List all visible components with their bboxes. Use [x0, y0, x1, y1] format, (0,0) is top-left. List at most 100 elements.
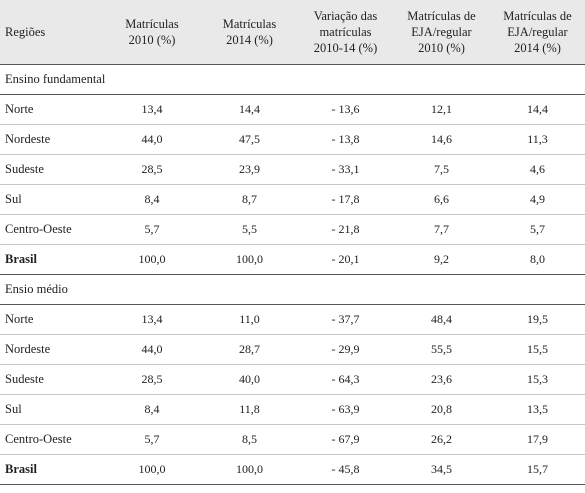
section-row: Ensino fundamental	[0, 64, 585, 95]
value-cell: 4,9	[490, 184, 585, 215]
value-cell: 44,0	[103, 124, 201, 155]
value-cell: - 17,8	[298, 184, 393, 215]
value-cell: 13,4	[103, 304, 201, 335]
region-cell: Brasil	[0, 244, 103, 275]
value-cell: 7,5	[393, 154, 490, 185]
column-header: Matrículas 2014 (%)	[201, 0, 298, 65]
column-header: Matrículas 2010 (%)	[103, 0, 201, 65]
region-cell: Norte	[0, 94, 103, 125]
table-row: Nordeste 44,0 28,7- 29,9 55,5 15,5	[0, 334, 585, 365]
value-cell: 100,0	[201, 244, 298, 275]
value-cell: 11,3	[490, 124, 585, 155]
value-cell: - 13,6	[298, 94, 393, 125]
value-cell: - 67,9	[298, 424, 393, 455]
column-header-line: Matrículas	[222, 16, 277, 31]
region-cell: Sudeste	[0, 154, 103, 185]
column-header-line: matrículas	[319, 24, 372, 39]
value-cell: 55,5	[393, 334, 490, 365]
value-cell: 11,8	[201, 394, 298, 425]
table-row: Centro-Oeste 5,7 5,5- 21,8 7,7 5,7	[0, 214, 585, 245]
region-cell: Nordeste	[0, 124, 103, 155]
region-cell: Norte	[0, 304, 103, 335]
column-header: Matrículas de EJA/regular 2014 (%)	[490, 0, 585, 65]
value-cell: 5,7	[490, 214, 585, 245]
value-cell: 23,6	[393, 364, 490, 395]
value-cell: - 64,3	[298, 364, 393, 395]
table-row: Centro-Oeste 5,7 8,5- 67,9 26,2 17,9	[0, 424, 585, 455]
column-header-line: 2014 (%)	[226, 32, 273, 47]
column-header-line: EJA/regular	[507, 24, 568, 39]
region-cell: Sudeste	[0, 364, 103, 395]
total-row: Brasil 100,0 100,0- 20,1 9,2 8,0	[0, 244, 585, 275]
value-cell: - 20,1	[298, 244, 393, 275]
value-cell: 5,5	[201, 214, 298, 245]
value-cell: 100,0	[201, 454, 298, 485]
table-row: Sudeste 28,5 40,0- 64,3 23,6 15,3	[0, 364, 585, 395]
value-cell: - 33,1	[298, 154, 393, 185]
value-cell: 100,0	[103, 454, 201, 485]
value-cell: - 63,9	[298, 394, 393, 425]
column-header: Regiões	[0, 0, 103, 65]
value-cell: 4,6	[490, 154, 585, 185]
region-cell: Nordeste	[0, 334, 103, 365]
value-cell: 7,7	[393, 214, 490, 245]
value-cell: - 29,9	[298, 334, 393, 365]
value-cell: 8,7	[201, 184, 298, 215]
value-cell: 8,4	[103, 394, 201, 425]
value-cell: - 13,8	[298, 124, 393, 155]
section-title: Ensino fundamental	[0, 64, 585, 95]
value-cell: 20,8	[393, 394, 490, 425]
column-header-line: Regiões	[5, 24, 46, 39]
column-header-line: Matrículas de	[407, 8, 476, 23]
value-cell: 48,4	[393, 304, 490, 335]
value-cell: - 37,7	[298, 304, 393, 335]
column-header-line: 2010-14 (%)	[313, 40, 378, 55]
value-cell: 6,6	[393, 184, 490, 215]
column-header-line: EJA/regular	[411, 24, 472, 39]
column-header-line: Matrículas de	[503, 8, 572, 23]
column-header-line: 2010 (%)	[418, 40, 465, 55]
value-cell: 5,7	[103, 424, 201, 455]
value-cell: 19,5	[490, 304, 585, 335]
section-row: Ensio médio	[0, 274, 585, 305]
value-cell: 40,0	[201, 364, 298, 395]
column-header-line: Matrículas	[125, 16, 179, 31]
value-cell: 14,4	[201, 94, 298, 125]
value-cell: 9,2	[393, 244, 490, 275]
table-row: Norte 13,4 11,0- 37,7 48,4 19,5	[0, 304, 585, 335]
header-row: Regiões Matrículas 2010 (%) Matrículas 2014 …	[0, 0, 585, 65]
value-cell: 14,6	[393, 124, 490, 155]
value-cell: - 45,8	[298, 454, 393, 485]
value-cell: 44,0	[103, 334, 201, 365]
column-header-line: 2014 (%)	[514, 40, 561, 55]
table-header: Regiões Matrículas 2010 (%) Matrículas 2014 …	[0, 0, 585, 65]
total-row: Brasil 100,0 100,0- 45,8 34,5 15,7	[0, 454, 585, 485]
value-cell: 47,5	[201, 124, 298, 155]
value-cell: 14,4	[490, 94, 585, 125]
column-header-line: 2010 (%)	[128, 32, 176, 47]
value-cell: 8,0	[490, 244, 585, 275]
value-cell: 15,7	[490, 454, 585, 485]
table-row: Norte 13,4 14,4- 13,6 12,1 14,4	[0, 94, 585, 125]
value-cell: 15,3	[490, 364, 585, 395]
value-cell: 8,5	[201, 424, 298, 455]
value-cell: 11,0	[201, 304, 298, 335]
region-cell: Centro-Oeste	[0, 424, 103, 455]
region-cell: Brasil	[0, 454, 103, 485]
value-cell: 12,1	[393, 94, 490, 125]
value-cell: 100,0	[103, 244, 201, 275]
table-row: Nordeste 44,0 47,5- 13,8 14,6 11,3	[0, 124, 585, 155]
column-header: Variação das matrículas 2010-14 (%)	[298, 0, 393, 65]
value-cell: 28,7	[201, 334, 298, 365]
value-cell: 34,5	[393, 454, 490, 485]
column-header: Matrículas de EJA/regular 2010 (%)	[393, 0, 490, 65]
table-row: Sudeste 28,5 23,9- 33,1 7,5 4,6	[0, 154, 585, 185]
value-cell: 13,5	[490, 394, 585, 425]
value-cell: 28,5	[103, 364, 201, 395]
region-cell: Sul	[0, 184, 103, 215]
value-cell: 15,5	[490, 334, 585, 365]
region-cell: Sul	[0, 394, 103, 425]
value-cell: 28,5	[103, 154, 201, 185]
value-cell: 17,9	[490, 424, 585, 455]
